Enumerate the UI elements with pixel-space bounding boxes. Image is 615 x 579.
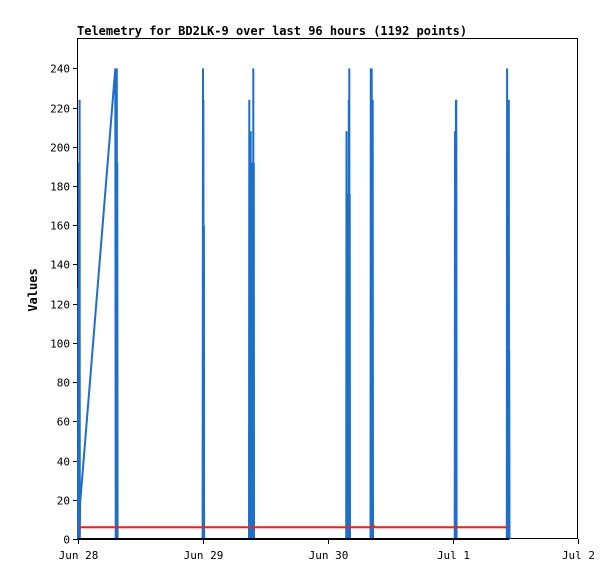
y-tick-label: 180 <box>50 181 70 194</box>
x-tick-label: Jun 28 <box>59 549 99 562</box>
blue-series-segment <box>345 68 351 540</box>
y-tick-label: 100 <box>50 338 70 351</box>
y-tick-label: 160 <box>50 220 70 233</box>
y-tick-label: 120 <box>50 299 70 312</box>
y-axis: 0 20 40 60 80 100 120 140 160 180 200 220 240 <box>50 63 78 547</box>
x-tick-label: Jul 1 <box>437 549 470 562</box>
blue-series-segment <box>369 68 374 540</box>
plot-area <box>77 38 578 539</box>
blue-series-segment <box>201 68 206 540</box>
y-tick-label: 220 <box>50 103 70 116</box>
x-tick-label: Jun 29 <box>184 549 224 562</box>
x-tick-label: Jul 2 <box>562 549 595 562</box>
y-tick-label: 60 <box>57 416 70 429</box>
y-tick-label: 200 <box>50 142 70 155</box>
y-tick-label: 80 <box>57 377 70 390</box>
x-tick-label: Jun 30 <box>309 549 349 562</box>
y-tick-label: 0 <box>63 534 70 547</box>
blue-series-segment <box>77 68 119 540</box>
y-axis-label: Values <box>26 268 40 311</box>
y-tick-label: 240 <box>50 63 70 76</box>
x-axis: Jun 28 Jun 29 Jun 30 Jul 1 Jul 2 <box>59 539 595 562</box>
red-series-segment <box>78 523 508 529</box>
y-tick-label: 140 <box>50 259 70 272</box>
blue-series-segment <box>505 68 511 540</box>
red-series <box>78 523 508 529</box>
y-tick-label: 40 <box>57 456 70 469</box>
chart-title: Telemetry for BD2LK-9 over last 96 hours… <box>77 24 467 38</box>
y-tick-label: 20 <box>57 495 70 508</box>
blue-series-segment <box>453 99 458 540</box>
blue-series-segment <box>248 68 255 540</box>
series-layer <box>77 68 511 540</box>
